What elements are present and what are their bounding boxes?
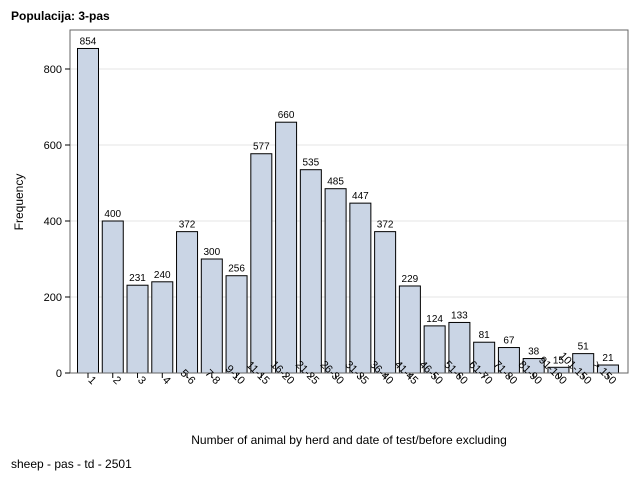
- bar: [77, 47, 99, 374]
- y-tick-label: 0: [56, 368, 62, 380]
- bar: [349, 202, 372, 374]
- data-label: 372: [377, 220, 394, 231]
- data-label: 133: [451, 310, 468, 321]
- y-tick-label: 200: [44, 292, 62, 304]
- data-label: 231: [129, 273, 146, 284]
- plot-frame: [69, 29, 629, 374]
- data-label: 447: [352, 191, 369, 202]
- y-tick-label: 400: [44, 216, 62, 228]
- data-label: 51: [578, 342, 590, 353]
- y-axis-label: Frequency: [12, 174, 26, 231]
- data-label: 21: [602, 353, 614, 364]
- grid-lines: [70, 68, 628, 298]
- bar: [299, 169, 322, 374]
- y-axis: 0 200 400 600 800: [44, 64, 70, 380]
- data-label: 660: [278, 110, 295, 121]
- data-label: 256: [228, 264, 245, 275]
- data-label: 67: [503, 336, 515, 347]
- page-title: Populacija: 3-pas: [11, 9, 110, 23]
- data-label: 485: [327, 177, 344, 188]
- footnote: sheep - pas - td - 2501: [11, 457, 132, 471]
- bar: [250, 153, 273, 374]
- bar: [101, 220, 124, 374]
- y-tick-label: 600: [44, 140, 62, 152]
- data-label: 372: [179, 220, 196, 231]
- data-label: 240: [154, 270, 171, 281]
- bar: [126, 284, 149, 374]
- bar: [151, 281, 174, 374]
- data-label: 229: [402, 274, 419, 285]
- data-label: 300: [203, 247, 220, 258]
- x-axis-label: Number of animal by herd and date of tes…: [191, 433, 507, 447]
- x-tick-label: 1: [86, 374, 99, 387]
- data-label: 15: [553, 355, 565, 366]
- data-label: 400: [104, 209, 121, 220]
- data-label: 535: [302, 158, 319, 169]
- data-label: 577: [253, 142, 270, 153]
- y-tick-label: 800: [44, 64, 62, 76]
- bars: [77, 47, 619, 374]
- x-tick-label: 2: [110, 374, 123, 387]
- data-label: 124: [426, 314, 443, 325]
- bar: [176, 231, 199, 374]
- bar: [225, 275, 248, 374]
- bar: [324, 188, 347, 374]
- bar: [275, 121, 298, 374]
- data-labels: 854 400 231 240 372 300 256 577 660 535 485 447 372 2…: [80, 36, 614, 366]
- bar: [374, 231, 397, 374]
- data-label: 81: [479, 330, 491, 341]
- x-tick-label: 4: [160, 374, 173, 387]
- x-tick-label: 3: [135, 374, 148, 387]
- data-label: 854: [80, 36, 97, 47]
- bar: [200, 258, 223, 374]
- data-label: 38: [528, 347, 540, 358]
